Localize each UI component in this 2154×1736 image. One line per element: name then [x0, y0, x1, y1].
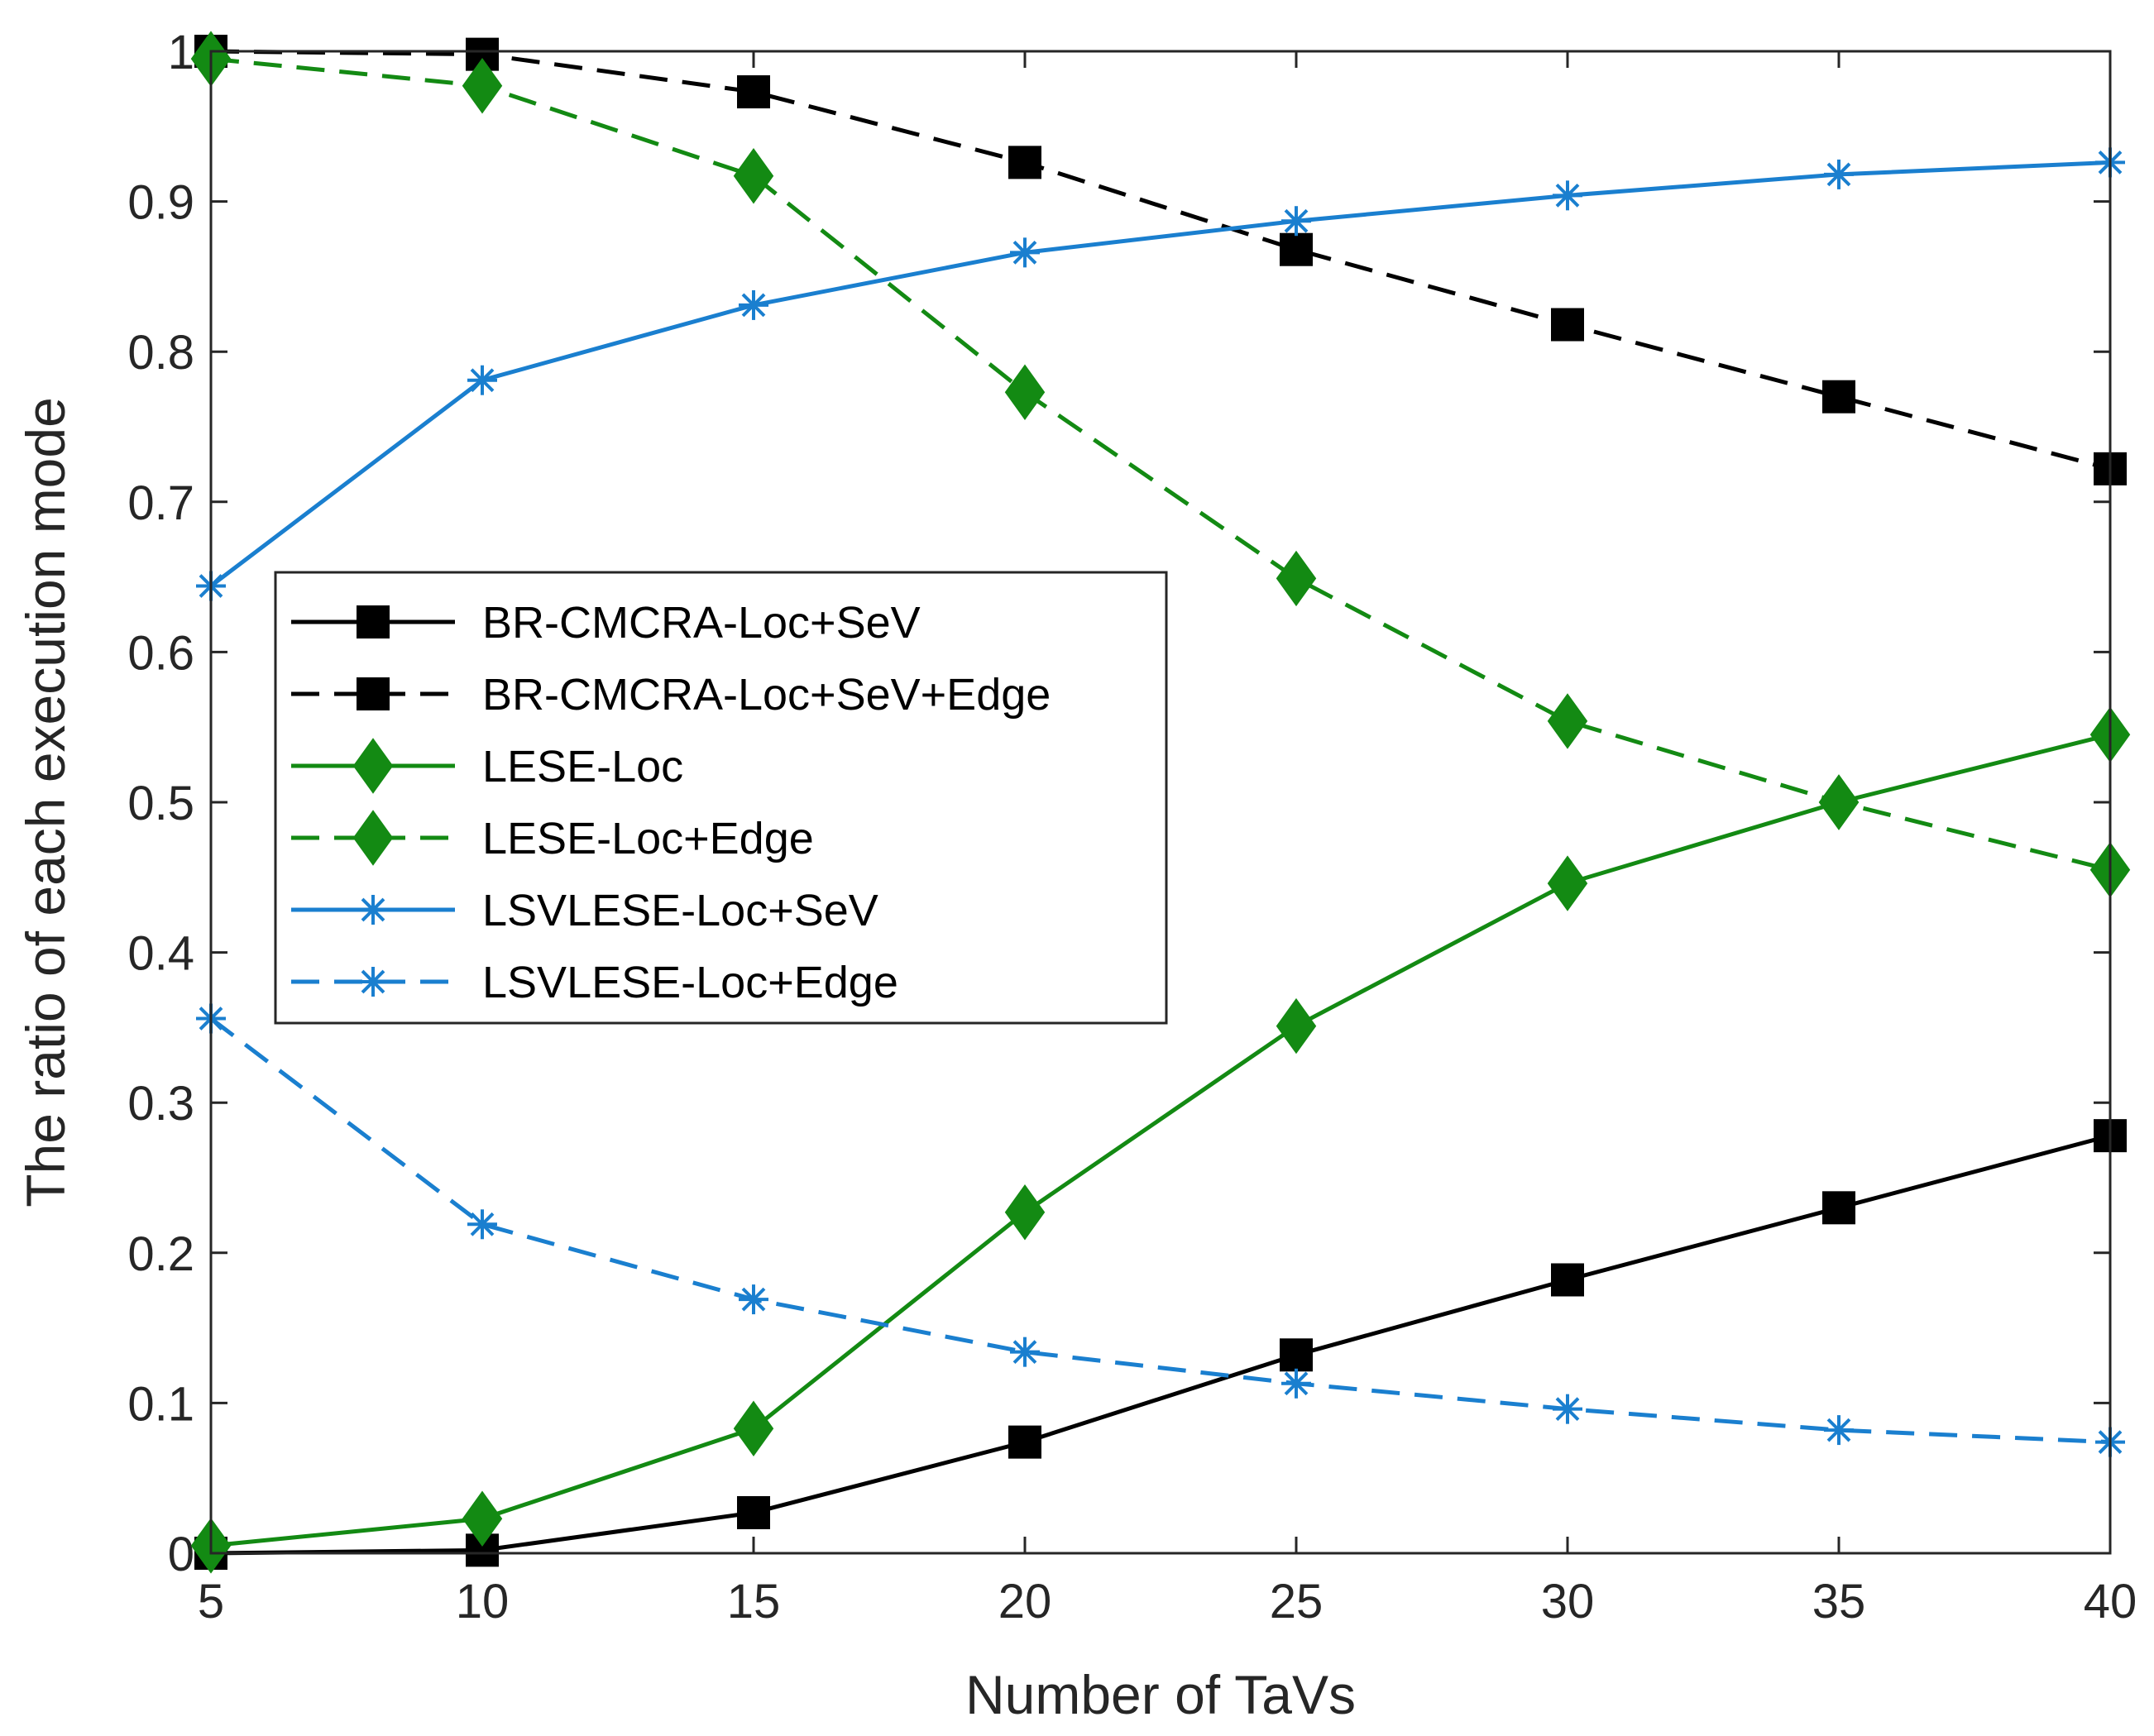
data-point	[1281, 206, 1311, 237]
y-tick-label: 0.3	[127, 1077, 194, 1131]
y-tick-label: 0.7	[127, 476, 194, 530]
y-tick-label: 0.8	[127, 326, 194, 380]
legend-item: LSVLESE-Loc+Edge	[291, 958, 898, 1007]
data-point	[1008, 1425, 1041, 1459]
plot-frame	[209, 50, 2112, 1555]
legend-item: BR-CMCRA-Loc+SeV+Edge	[291, 670, 1051, 720]
data-point	[1551, 1263, 1584, 1297]
legend-item: LESE-Loc	[291, 738, 683, 794]
x-tick-label: 5	[198, 1575, 224, 1628]
x-tick-label: 35	[1812, 1575, 1866, 1628]
data-point	[739, 1284, 768, 1315]
data-point	[1553, 1394, 1582, 1424]
data-point	[737, 75, 770, 109]
legend-marker	[357, 605, 390, 638]
legend-marker	[358, 967, 388, 997]
x-tick-label: 15	[727, 1575, 781, 1628]
data-point	[1822, 1191, 1855, 1225]
data-point	[1547, 855, 1588, 911]
data-point	[1818, 774, 1860, 830]
data-point	[737, 1495, 770, 1529]
data-point	[462, 58, 503, 114]
x-tick-label: 30	[1541, 1575, 1595, 1628]
legend-label: BR-CMCRA-Loc+SeV+Edge	[482, 670, 1051, 720]
legend-label: LSVLESE-Loc+Edge	[482, 958, 898, 1007]
y-tick-label: 0.5	[127, 777, 194, 830]
legend-marker	[352, 738, 394, 794]
legend-marker	[357, 677, 390, 710]
series-line	[210, 56, 2111, 873]
y-tick-label: 0.1	[127, 1377, 194, 1431]
legend: BR-CMCRA-Loc+SeV BR-CMCRA-Loc+SeV+Edge LES…	[274, 571, 1168, 1025]
legend-label: LESE-Loc	[482, 742, 683, 791]
series-line	[210, 49, 2111, 471]
series-line	[210, 1133, 2111, 1556]
series-line	[209, 1016, 2111, 1445]
y-tick-label: 0	[168, 1528, 194, 1581]
legend-label: LESE-Loc+Edge	[482, 814, 814, 863]
tick-labels: 5 10 15 20 25 30 35 40 0 0.1 0.2 0.3 0.4 0.5 0.6 0.7 0.8…	[127, 26, 2137, 1628]
series-line	[210, 732, 2111, 1548]
legend-item: LESE-Loc+Edge	[291, 810, 814, 866]
data-point	[1280, 1338, 1313, 1372]
series-line	[209, 160, 2111, 588]
data-point	[1822, 380, 1855, 414]
x-tick-label: 40	[2084, 1575, 2137, 1628]
legend-item: LSVLESE-Loc+SeV	[291, 886, 878, 935]
y-tick-label: 0.2	[127, 1227, 194, 1281]
data-point	[467, 1209, 497, 1240]
x-tick-label: 20	[998, 1575, 1052, 1628]
y-tick-label: 1	[168, 26, 194, 79]
data-point	[1010, 237, 1040, 268]
data-point	[739, 289, 768, 320]
data-point	[733, 1400, 774, 1456]
data-point	[1281, 1368, 1311, 1399]
data-point	[1547, 693, 1588, 749]
data-point	[1010, 1337, 1040, 1367]
x-tick-label: 25	[1270, 1575, 1324, 1628]
legend-marker	[358, 895, 388, 925]
y-tick-label: 0.9	[127, 176, 194, 230]
data-point	[1824, 159, 1854, 189]
y-tick-label: 0.4	[127, 927, 194, 981]
data-point	[1008, 146, 1041, 179]
y-tick-label: 0.6	[127, 626, 194, 680]
legend-label: LSVLESE-Loc+SeV	[482, 886, 878, 935]
data-point	[1280, 232, 1313, 266]
legend-marker	[352, 810, 394, 866]
data-point	[1551, 308, 1584, 342]
data-point	[1276, 997, 1317, 1055]
x-axis-title: Number of TaVs	[965, 1664, 1356, 1725]
legend-box	[274, 571, 1168, 1025]
x-tick-label: 10	[456, 1575, 510, 1628]
legend-label: BR-CMCRA-Loc+SeV	[482, 598, 921, 648]
y-axis-title: The ratio of each execution mode	[15, 397, 76, 1208]
data-point	[733, 148, 774, 204]
data-point	[1004, 364, 1046, 420]
data-point	[1004, 1184, 1046, 1241]
data-point	[1276, 550, 1317, 607]
legend-item: BR-CMCRA-Loc+SeV	[291, 598, 921, 648]
data-point	[467, 365, 497, 395]
data-point	[1824, 1415, 1854, 1446]
data-point	[1553, 180, 1582, 211]
data-point	[462, 1490, 503, 1547]
